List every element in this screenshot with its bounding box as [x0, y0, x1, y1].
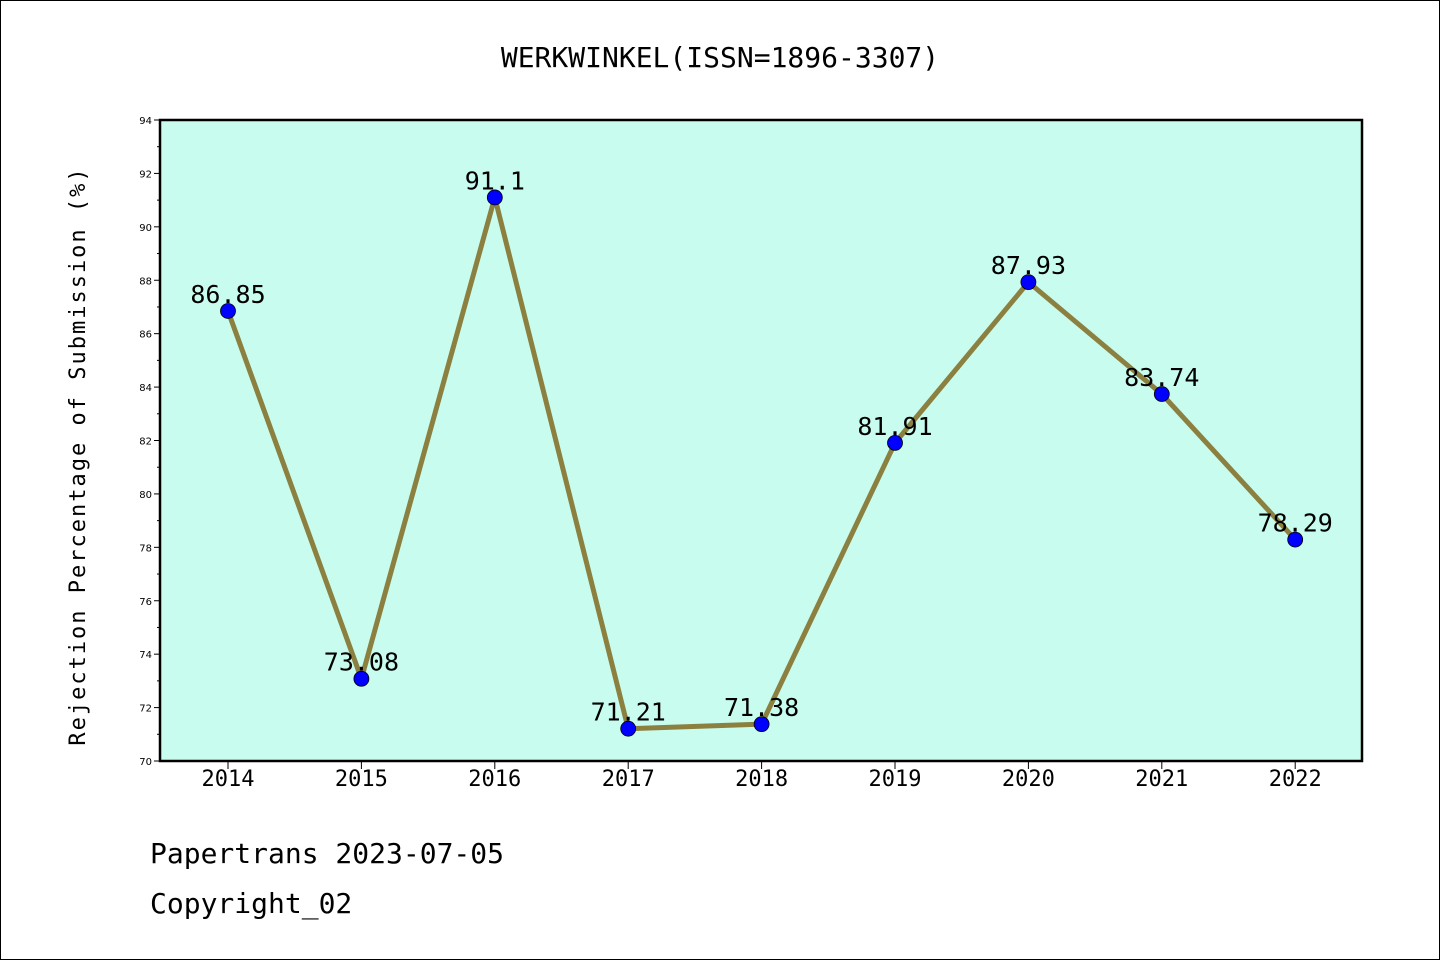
y-tick-label: 88	[139, 276, 152, 287]
data-markers	[220, 189, 1304, 737]
data-label-2016: 91.1	[465, 166, 525, 195]
x-tick-label: 2015	[335, 767, 388, 792]
y-tick-label: 82	[139, 437, 152, 448]
data-label-2020: 87.93	[991, 251, 1066, 280]
data-point-2020	[1020, 274, 1037, 291]
data-point-2018	[753, 716, 770, 733]
data-label-2019: 81.91	[857, 412, 932, 441]
y-tick-label: 86	[139, 330, 152, 341]
y-tick-label: 84	[139, 383, 152, 394]
y-tick-label: 94	[139, 116, 152, 127]
x-tick-label: 2021	[1135, 767, 1188, 792]
footer-copyright: Copyright_02	[150, 887, 353, 920]
data-point-2019	[887, 435, 903, 451]
footer-date: Papertrans 2023-07-05	[150, 837, 505, 870]
x-tick-label: 2016	[468, 767, 521, 792]
y-tick-label: 72	[139, 704, 152, 715]
data-point-2022	[1287, 531, 1304, 548]
y-tick-label: 78	[139, 543, 152, 554]
data-label-2018: 71.38	[724, 693, 799, 722]
x-tick-label: 2017	[602, 767, 655, 792]
y-axis: 70 72 74 76 78 80 82 84 86 88 90 92 94	[139, 116, 160, 768]
data-label-2022: 78.29	[1258, 509, 1333, 538]
data-label-2015: 73.08	[324, 648, 399, 677]
data-label-2014: 86.85	[190, 280, 265, 309]
x-axis: 2014 2015 2016 2017 2018 2019 2020 2021 2022	[202, 761, 1322, 792]
data-point-2015	[353, 670, 370, 687]
x-tick-label: 2019	[869, 767, 922, 792]
x-tick-label: 2020	[1002, 767, 1055, 792]
y-tick-label: 70	[139, 757, 152, 768]
data-point-2014	[220, 303, 236, 319]
data-point-2016	[486, 189, 503, 206]
data-label-2017: 71.21	[591, 698, 666, 727]
y-tick-label: 74	[139, 650, 152, 661]
data-point-2021	[1153, 386, 1170, 402]
data-point-2017	[620, 720, 637, 737]
y-tick-label: 76	[139, 597, 152, 608]
x-tick-label: 2018	[735, 767, 788, 792]
y-tick-label: 92	[139, 169, 152, 180]
plot-area	[158, 118, 1364, 763]
x-tick-label: 2014	[202, 767, 255, 792]
y-axis-label: Rejection Percentage of Submission (%)	[66, 166, 91, 745]
chart-title: WERKWINKEL(ISSN=1896-3307)	[501, 41, 939, 74]
data-labels: 86.85 73.08 91.1 71.21 71.38 81.91 87.93 83.74 7…	[190, 166, 1332, 726]
x-tick-label: 2022	[1269, 767, 1322, 792]
y-tick-label: 90	[139, 223, 152, 234]
y-tick-label: 80	[139, 490, 152, 501]
data-label-2021: 83.74	[1124, 363, 1199, 392]
